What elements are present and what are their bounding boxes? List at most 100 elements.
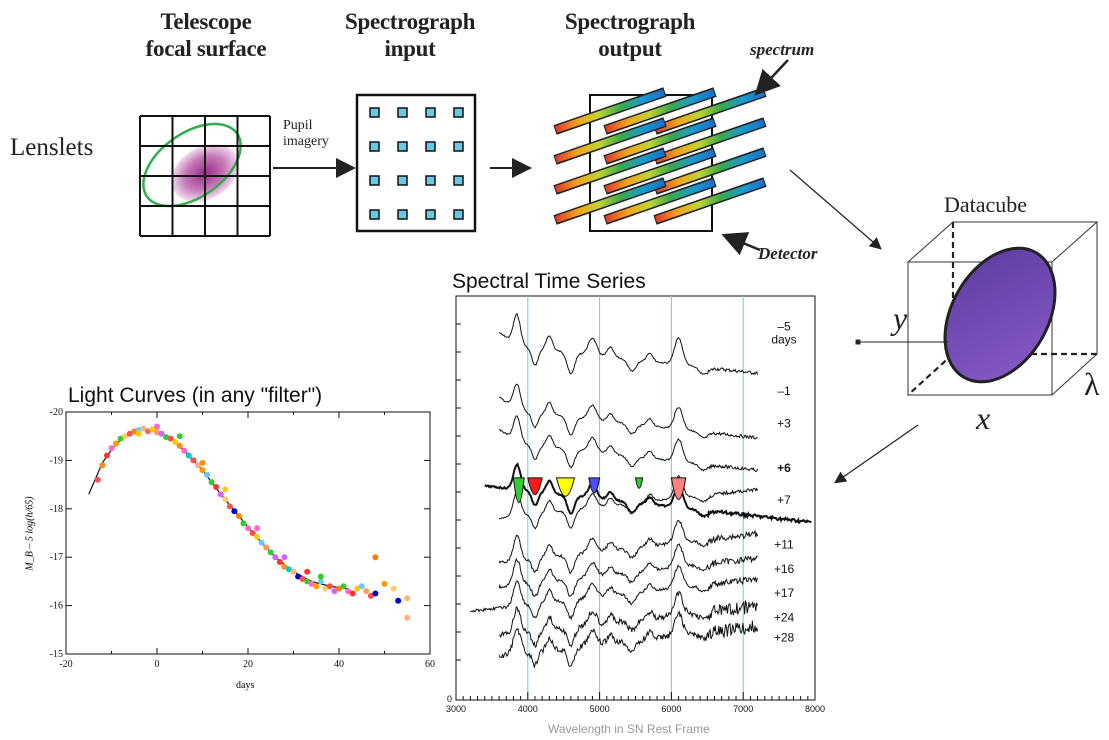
lc-point (254, 525, 261, 532)
lc-point (326, 583, 333, 590)
lc-point (222, 486, 229, 493)
lenslet-pupil (425, 107, 436, 118)
lc-point (258, 539, 265, 546)
lc-point (249, 530, 256, 536)
lc-point (240, 520, 247, 527)
lc-point (103, 452, 110, 459)
light-curve-chart: -20 0 20 40 60 -20 -19 -18 -17 -16 -15 (50, 407, 435, 670)
lenslet-pupil (369, 107, 380, 118)
lc-point (354, 585, 361, 592)
sp-absorption-feature (512, 477, 525, 503)
lenslet-pupil (425, 141, 436, 152)
lenslet-pupil (453, 141, 464, 152)
lenslet-pupil (397, 175, 408, 186)
datacube-label: Datacube (944, 192, 1028, 217)
lc-point (117, 435, 124, 442)
lc-point (172, 439, 179, 446)
lc-point (113, 440, 120, 447)
lc-point (131, 428, 138, 435)
sp-spectrum-line (498, 543, 758, 598)
spectrum-streak (604, 149, 716, 193)
lc-point (395, 597, 402, 604)
lc-point (108, 445, 115, 452)
lenslet-pupil (369, 141, 380, 152)
lc-point (276, 559, 283, 566)
lc-point (126, 430, 133, 437)
spectral-xlabel: Wavelength in SN Rest Frame (548, 722, 710, 736)
lc-point (154, 429, 160, 436)
lc-template-curve (88, 428, 349, 590)
input-squares (369, 107, 464, 220)
datacube-axis-y: y (893, 300, 908, 336)
lc-point (194, 462, 201, 469)
lc-point (199, 467, 206, 474)
lenslet-pupil (425, 209, 436, 220)
sp-epoch-label: +7 (777, 493, 791, 507)
sp-spectrum-line (484, 462, 812, 525)
arrow-to-spectra (834, 424, 919, 484)
lc-point (349, 590, 356, 597)
spectrum-streak (554, 149, 666, 193)
lc-point (381, 580, 388, 587)
lc-xlabel: days (236, 680, 255, 691)
lc-point (281, 554, 288, 561)
lenslet-pupil (397, 209, 408, 220)
spectral-series-title: Spectral Time Series (452, 270, 646, 293)
lc-point (99, 462, 106, 469)
lc-point (372, 554, 379, 561)
lc-xtick-label: 40 (334, 659, 344, 670)
lc-point (367, 592, 374, 599)
lc-point (290, 568, 297, 575)
lc-point (304, 578, 311, 585)
sp-spectrum-line (498, 610, 759, 668)
lc-point (331, 588, 338, 595)
lc-point (245, 525, 251, 532)
sp-epoch-label: –5 (777, 319, 791, 333)
sp-epoch-label: –1 (777, 384, 791, 398)
lc-point (267, 549, 274, 556)
lc-point (272, 554, 279, 561)
spectrum-streak (554, 119, 666, 163)
arrow-spectrum (754, 59, 789, 96)
lc-point (217, 491, 224, 498)
sp-spectrum-line (498, 415, 759, 472)
sp-epoch-label: +24 (774, 610, 795, 624)
sp-xtick-label: 6000 (661, 704, 681, 714)
lc-point (340, 583, 347, 590)
sp-absorption-feature (634, 477, 644, 489)
lc-xtick-label: -20 (59, 659, 72, 670)
lc-point (94, 476, 101, 483)
lenslet-grid (139, 115, 271, 237)
lc-point (404, 595, 411, 602)
lc-point (308, 580, 315, 587)
lc-point (263, 544, 270, 551)
lenslets-label: Lenslets (10, 134, 94, 161)
lc-xtick-label: 60 (425, 659, 435, 670)
sp-spectrum-line (498, 590, 759, 649)
lc-point (181, 447, 188, 454)
lc-point (176, 442, 183, 449)
spectrum-streak (554, 179, 666, 223)
lenslet-pupil (397, 107, 408, 118)
datacube-axis-lambda: λ (1084, 366, 1100, 402)
lc-point (285, 566, 292, 573)
sp-spectrum-line (498, 313, 759, 376)
lc-point (199, 459, 206, 466)
sp-xtick-label: 7000 (733, 704, 753, 714)
lc-point (185, 452, 192, 459)
lc-point (404, 614, 411, 621)
lenslet-pupil (369, 175, 380, 186)
spectrum-streak (554, 89, 666, 133)
pupil-imagery-label: Pupil imagery (283, 118, 329, 149)
lc-point (363, 588, 370, 595)
lc-point (295, 573, 302, 580)
lc-point (317, 573, 324, 580)
telescope-title: Telescope focal surface (145, 9, 267, 61)
lc-point (235, 513, 242, 520)
lc-point (317, 578, 324, 585)
sp-spectrum-line (498, 519, 759, 574)
spectrum-streak (654, 119, 766, 163)
lc-xtick-label: 0 (155, 659, 160, 670)
sp-xtick-label: 4000 (518, 704, 538, 714)
